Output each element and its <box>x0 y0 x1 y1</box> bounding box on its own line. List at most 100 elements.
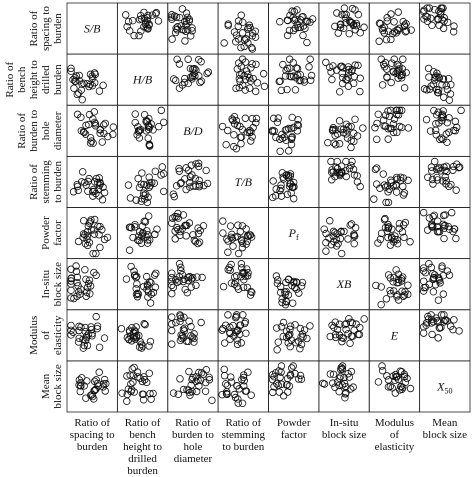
point <box>428 175 437 184</box>
row-label: Modulus <box>28 316 40 355</box>
row-label: elasticity <box>52 315 64 355</box>
point <box>383 17 391 25</box>
point <box>124 181 133 189</box>
point <box>455 327 463 335</box>
point <box>131 110 139 118</box>
point <box>125 27 134 35</box>
point <box>67 331 75 339</box>
point <box>430 211 439 220</box>
point <box>67 67 75 75</box>
point <box>404 176 412 185</box>
point <box>93 322 102 330</box>
point <box>223 235 231 243</box>
point <box>373 135 381 144</box>
row-label: of <box>40 330 52 340</box>
point <box>135 232 143 240</box>
point <box>452 186 460 194</box>
point <box>283 64 292 73</box>
point <box>380 62 389 71</box>
symbol: H/B <box>132 73 153 87</box>
panel-points <box>326 314 368 347</box>
point <box>202 378 210 387</box>
point <box>441 221 449 230</box>
point <box>376 235 385 243</box>
point <box>222 140 230 149</box>
point <box>375 37 383 45</box>
point <box>224 248 232 256</box>
column-label: Ratio of <box>125 417 161 429</box>
point <box>400 84 409 92</box>
point <box>145 278 154 286</box>
point <box>67 321 75 330</box>
point <box>96 129 104 137</box>
point <box>192 373 200 381</box>
point <box>149 389 157 398</box>
point <box>332 141 340 149</box>
point <box>353 178 362 186</box>
point <box>425 85 434 93</box>
point <box>435 227 444 236</box>
point <box>160 169 168 178</box>
point <box>181 324 189 332</box>
point <box>292 64 301 72</box>
row-label: Ratio of <box>4 61 16 97</box>
point <box>449 28 458 36</box>
point <box>429 275 437 284</box>
point <box>230 390 239 399</box>
point <box>440 222 448 230</box>
point <box>422 115 431 124</box>
point <box>133 293 142 301</box>
point <box>347 67 356 76</box>
point <box>332 242 341 250</box>
point <box>87 137 96 145</box>
point <box>279 318 288 327</box>
point <box>218 326 226 334</box>
point <box>180 78 189 87</box>
point <box>289 26 298 35</box>
point <box>286 325 294 334</box>
point <box>188 333 197 341</box>
point <box>336 372 345 381</box>
point <box>195 176 203 185</box>
point <box>75 288 83 296</box>
row-label: factor <box>52 220 64 246</box>
point <box>373 180 381 188</box>
point <box>89 139 97 147</box>
point <box>90 69 99 77</box>
point <box>280 133 289 141</box>
point <box>248 114 257 123</box>
point <box>291 86 300 94</box>
point <box>178 81 187 89</box>
row-label: drilled <box>40 65 52 94</box>
point <box>145 236 154 244</box>
point <box>171 76 180 85</box>
point <box>303 38 311 47</box>
point <box>180 74 189 83</box>
point <box>99 183 107 191</box>
point <box>299 31 307 40</box>
point <box>137 197 145 206</box>
column-label: of <box>390 429 400 441</box>
point <box>194 224 202 232</box>
point <box>203 69 211 78</box>
point <box>443 85 452 94</box>
point <box>184 337 193 346</box>
point <box>371 165 380 174</box>
panel-points <box>268 113 303 155</box>
point <box>229 242 237 250</box>
point <box>189 231 197 239</box>
point <box>90 395 98 403</box>
point <box>380 23 388 31</box>
point <box>237 235 246 243</box>
column-label: In-situ <box>330 417 359 429</box>
point <box>356 323 364 332</box>
point <box>393 175 402 183</box>
point <box>85 174 93 183</box>
panel-points <box>131 106 168 150</box>
point <box>349 165 358 174</box>
point <box>185 219 194 227</box>
point <box>140 180 148 189</box>
point <box>176 375 184 383</box>
point <box>76 387 84 396</box>
point <box>220 365 228 374</box>
